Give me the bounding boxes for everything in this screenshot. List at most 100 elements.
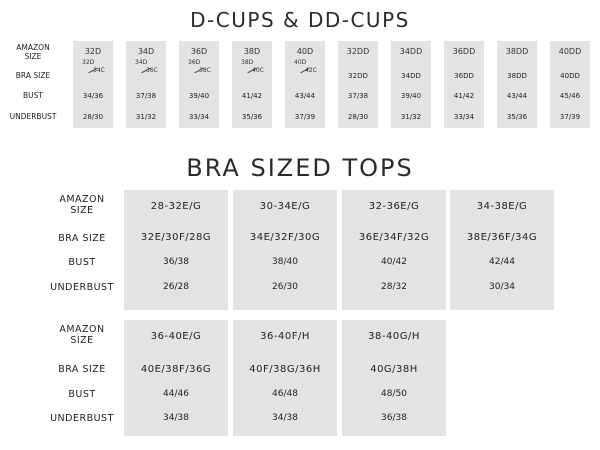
section-title-d-dd-cups: D-CUPS & DD-CUPS [190,8,410,32]
bra-size-sister: 40C [252,67,264,74]
row-label-underbust: UNDERBUST [9,112,57,121]
bra-size-primary: 32D [82,59,95,66]
bra-size-value: 32E/30F/28G [140,232,212,243]
row-label-bra-size: BRA SIZE [15,71,51,80]
size-column: 38DD 38DD 43/44 35/36 [497,41,537,128]
size-column: 40D 40D 42C 43/44 37/39 [285,41,325,128]
bust-value: 43/44 [506,92,528,100]
bra-size-value: 40F/38G/36H [249,364,321,375]
bust-value: 39/40 [400,92,422,100]
row-label-bra-size: BRA SIZE [58,364,106,375]
amazon-size-value: 38DD [505,47,529,56]
size-column: 30-34E/G 34E/32F/30G 38/40 26/30 [233,190,337,310]
amazon-size-value: 36-40F/H [260,331,310,342]
underbust-value: 30/34 [489,282,515,292]
bust-value: 42/44 [489,257,515,267]
row-label-bust: BUST [68,389,96,400]
size-column: 34-38E/G 38E/36F/34G 42/44 30/34 [450,190,554,310]
amazon-size-value: 36-40E/G [150,331,202,342]
underbust-value: 33/34 [453,113,475,121]
bust-value: 37/38 [347,92,369,100]
bra-size-value: 34E/32F/30G [249,232,321,243]
bra-size-value: 32DD [348,72,368,80]
size-column: 36D 36D 38C 39/40 33/34 [179,41,219,128]
size-column: 36-40E/G 40E/38F/36G 44/46 34/38 [124,320,228,436]
bra-size-split: 32D 34C [73,59,113,79]
size-column: 36-40F/H 40F/38G/36H 46/48 34/38 [233,320,337,436]
bust-value: 45/46 [559,92,581,100]
bust-value: 38/40 [272,257,298,267]
amazon-size-value: 30-34E/G [259,201,311,212]
row-label-underbust: UNDERBUST [50,282,114,293]
row-label-bust: BUST [68,257,96,268]
bust-value: 41/42 [241,92,263,100]
size-column: 32-36E/G 36E/34F/32G 40/42 28/32 [342,190,446,310]
bust-value: 34/36 [82,92,104,100]
bra-size-sister: 42C [305,67,317,74]
size-column: 34DD 34DD 39/40 31/32 [391,41,431,128]
amazon-size-value: 32-36E/G [368,201,420,212]
amazon-size-value: 36D [190,47,208,56]
bra-size-value: 34DD [401,72,421,80]
size-column: 40DD 40DD 45/46 37/39 [550,41,590,128]
bra-size-value: 40E/38F/36G [140,364,212,375]
bust-value: 48/50 [381,389,407,399]
underbust-value: 31/32 [400,113,422,121]
bust-value: 43/44 [294,92,316,100]
amazon-size-value: 34D [137,47,155,56]
bra-size-value: 38DD [507,72,527,80]
bust-value: 37/38 [135,92,157,100]
row-label-amazon-size: AMAZON SIZE [42,194,122,217]
bra-size-value: 40G/38H [370,364,418,375]
row-label-text: AMAZON SIZE [16,43,50,61]
underbust-value: 31/32 [135,113,157,121]
bra-size-value: 38E/36F/34G [466,232,538,243]
bra-size-split: 40D 42C [285,59,325,79]
bra-size-primary: 36D [188,59,201,66]
bra-size-sister: 36C [146,67,158,74]
bust-value: 44/46 [163,389,189,399]
amazon-size-value: 36DD [452,47,476,56]
underbust-value: 37/39 [559,113,581,121]
bust-value: 40/42 [381,257,407,267]
amazon-size-value: 40D [296,47,314,56]
row-label-bra-size: BRA SIZE [58,233,106,244]
underbust-value: 26/30 [272,282,298,292]
size-column: 28-32E/G 32E/30F/28G 36/38 26/28 [124,190,228,310]
row-label-amazon-size: AMAZON SIZE [0,43,66,61]
bra-size-split: 38D 40C [232,59,272,79]
underbust-value: 28/32 [381,282,407,292]
bust-value: 39/40 [188,92,210,100]
underbust-value: 35/36 [506,113,528,121]
bra-size-primary: 38D [241,59,254,66]
bra-size-value: 36DD [454,72,474,80]
bust-value: 36/38 [163,257,189,267]
bra-size-value: 40DD [560,72,580,80]
bust-value: 41/42 [453,92,475,100]
amazon-size-value: 32DD [346,47,370,56]
underbust-value: 37/39 [294,113,316,121]
size-column: 38D 38D 40C 41/42 35/36 [232,41,272,128]
amazon-size-value: 34DD [399,47,423,56]
underbust-value: 35/36 [241,113,263,121]
size-column: 32DD 32DD 37/38 28/30 [338,41,378,128]
section-title-bra-sized-tops: BRA SIZED TOPS [186,154,414,182]
bra-size-sister: 38C [199,67,211,74]
bra-size-primary: 40D [294,59,307,66]
size-column: 32D 32D 34C 34/36 28/30 [73,41,113,128]
underbust-value: 34/38 [163,413,189,423]
amazon-size-value: 34-38E/G [476,201,528,212]
bra-size-split: 34D 36C [126,59,166,79]
amazon-size-value: 40DD [558,47,582,56]
bra-size-split: 36D 38C [179,59,219,79]
bra-size-sister: 34C [93,67,105,74]
amazon-size-value: 38D [243,47,261,56]
bust-value: 46/48 [272,389,298,399]
underbust-value: 34/38 [272,413,298,423]
amazon-size-value: 32D [84,47,102,56]
size-column: 34D 34D 36C 37/38 31/32 [126,41,166,128]
row-label-underbust: UNDERBUST [50,413,114,424]
underbust-value: 26/28 [163,282,189,292]
underbust-value: 33/34 [188,113,210,121]
row-label-bust: BUST [23,91,43,100]
